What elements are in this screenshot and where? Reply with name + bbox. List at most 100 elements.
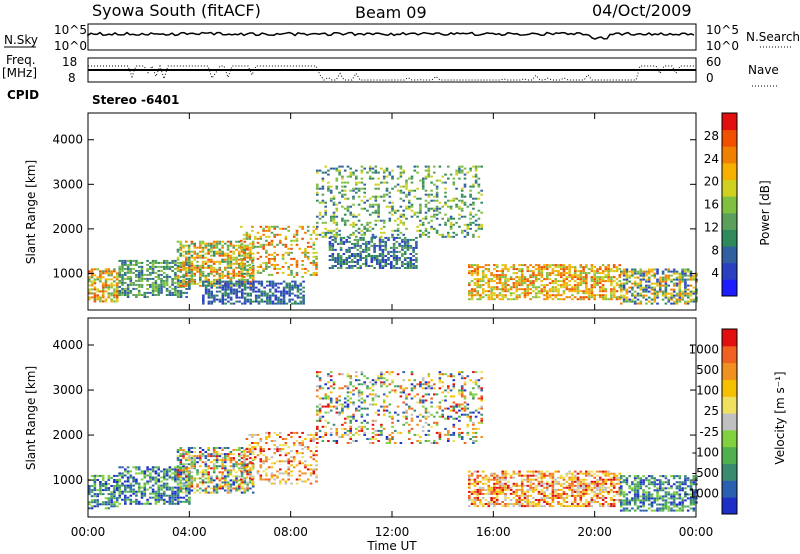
echo-cell [469,227,472,230]
echo-cell [469,195,472,198]
echo-cell [154,492,158,495]
echo-cell [596,294,599,297]
echo-cell [176,459,180,462]
echo-cell [402,213,405,216]
echo-cell [656,280,659,283]
echo-cell [388,219,392,222]
echo-cell [452,199,456,202]
echo-cell [232,467,235,470]
echo-cell [262,229,265,232]
echo-cell [316,413,319,416]
echo-cell [362,263,365,265]
echo-cell [187,463,191,466]
echo-cell [335,187,339,190]
echo-cell [686,284,690,287]
echo-cell [346,165,350,168]
echo-cell [449,389,453,392]
echo-cell [501,264,504,267]
echo-cell [245,233,249,236]
echo-cell [168,294,172,296]
echo-cell [149,285,152,288]
echo-cell [338,411,341,414]
echo-cell [218,485,222,488]
echo-cell [615,266,619,269]
echo-cell [433,213,436,216]
echo-cell [235,260,238,263]
echo-cell [149,486,152,489]
echo-cell [235,262,238,265]
echo-cell [357,433,361,436]
echo-cell [243,461,247,464]
echo-cell [185,476,188,479]
echo-cell [190,479,194,482]
echo-cell [368,205,372,208]
echo-cell [413,395,417,398]
echo-cell [245,438,249,440]
echo-cell [309,474,313,477]
echo-cell [238,282,241,285]
echo-cell [295,239,299,242]
echo-cell [96,501,99,504]
echo-cell [551,270,555,273]
echo-cell [341,189,344,192]
echo-cell [392,259,396,261]
echo-cell [371,203,375,206]
echo-cell [338,201,341,204]
echo-cell [163,281,166,284]
echo-cell [355,183,358,186]
echo-cell [232,268,235,271]
echo-cell [650,292,654,295]
echo-cell [149,480,152,483]
echo-cell [366,438,369,440]
echo-cell [249,457,252,460]
echo-cell [151,263,155,266]
echo-cell [238,266,241,269]
echo-cell [405,195,408,198]
echo-cell [622,278,626,281]
echo-cell [504,290,507,293]
echo-cell [401,248,404,251]
echo-cell [235,481,238,484]
echo-cell [224,457,227,460]
echo-cell [554,286,557,289]
echo-cell [215,455,219,458]
echo-cell [368,393,372,396]
echo-cell [675,282,679,285]
echo-cell [291,288,294,291]
echo-cell [479,480,482,483]
echo-cell [324,201,327,204]
echo-cell [259,452,263,455]
echo-cell [221,457,224,460]
echo-cell [135,273,138,276]
echo-cell [427,429,431,432]
echo-cell [356,253,360,255]
echo-cell [110,505,113,508]
echo-cell [633,296,637,299]
echo-cell [218,479,222,482]
echo-cell [245,448,249,451]
echo-cell [463,223,467,226]
echo-cell [301,444,304,447]
echo-cell [215,485,219,488]
echo-cell [540,288,544,291]
echo-cell [477,385,481,388]
echo-cell [477,217,481,220]
echo-cell [137,289,141,292]
echo-cell [352,213,355,216]
echo-cell [405,395,408,398]
echo-cell [438,407,442,410]
echo-cell [601,294,605,297]
echo-cell [520,268,524,271]
echo-cell [243,266,247,269]
echo-cell [390,255,393,257]
echo-cell [366,395,369,398]
echo-cell [88,491,91,494]
echo-cell [659,282,662,285]
echo-cell [653,268,656,271]
echo-cell [243,248,247,251]
echo-cell [168,470,172,473]
echo-cell [395,263,399,265]
echo-cell [441,373,444,376]
echo-cell [101,286,105,289]
echo-cell [472,371,475,374]
